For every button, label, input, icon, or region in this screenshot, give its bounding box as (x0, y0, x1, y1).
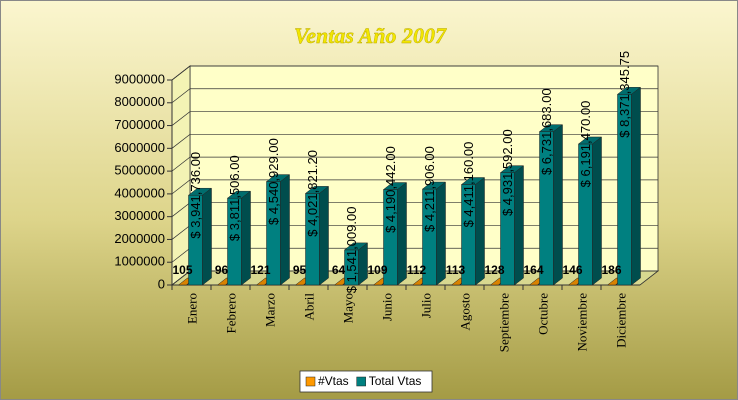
x-tick-label: Junio (379, 293, 394, 321)
bar (226, 190, 252, 286)
bar-side (436, 181, 446, 286)
y-tick-label: 3000000 (114, 208, 165, 223)
value-label: 146 (562, 263, 582, 277)
value-label: 164 (523, 263, 543, 277)
bar (382, 182, 408, 286)
bar-side (319, 185, 329, 286)
y-tick-label: 4000000 (114, 185, 165, 200)
value-label: 105 (172, 263, 192, 277)
x-tick-label: Noviembre (574, 293, 589, 352)
value-label: 64 (332, 263, 346, 277)
y-tick-label: 5000000 (114, 163, 165, 178)
grid-line (171, 133, 658, 149)
x-tick-label: Septiembre (496, 293, 511, 352)
value-label: $ 4,211,906.00 (422, 146, 437, 232)
x-tick-label: Julio (418, 293, 433, 318)
x-tick-label: Abril (301, 293, 316, 321)
bar-side (397, 182, 407, 286)
bar (616, 86, 642, 286)
x-tick-label: Mayo (340, 293, 355, 323)
bar-side (202, 187, 212, 286)
bar-side (592, 136, 602, 286)
value-label: $ 8,371,345.75 (617, 51, 632, 138)
value-label: $ 3,941,736.00 (188, 152, 203, 239)
x-tick-label: Diciembre (613, 293, 628, 348)
chart-title: Ventas Año 2007 (294, 23, 447, 48)
bar-side (514, 165, 524, 286)
grid-line (171, 111, 658, 126)
value-label: 96 (215, 263, 229, 277)
bar-side (280, 174, 290, 286)
grid-line (171, 65, 658, 81)
value-label: $ 4,540,929.00 (266, 138, 281, 225)
y-tick-label: 2000000 (114, 231, 165, 246)
value-label: $ 6,191,470.00 (578, 101, 593, 188)
bar (187, 187, 213, 286)
legend-label: Total Vtas (369, 374, 422, 388)
y-tick-label: 0 (158, 276, 165, 291)
x-tick-label: Octubre (535, 293, 550, 335)
value-label: 95 (293, 263, 307, 277)
legend-swatch (356, 376, 366, 387)
bar-side (241, 190, 251, 286)
bar-side (358, 242, 368, 286)
value-label: $ 3,811,506.00 (227, 155, 242, 241)
bar (499, 165, 525, 286)
bar (343, 242, 369, 286)
value-label: 121 (250, 263, 270, 277)
bar (538, 124, 564, 286)
value-label: $ 1,541,009.00 (344, 207, 359, 294)
bar (577, 136, 603, 286)
bar-side (475, 177, 485, 286)
grid-line (171, 156, 658, 172)
bar (421, 181, 447, 286)
value-label: $ 6,731,683.00 (539, 88, 554, 175)
value-label: 112 (407, 263, 427, 277)
legend: #Vtas Total Vtas (299, 370, 433, 393)
y-tick-label: 9000000 (114, 71, 165, 86)
bar-side (553, 124, 563, 286)
value-label: 186 (601, 263, 621, 277)
legend-box (299, 370, 433, 393)
x-tick-label: Enero (184, 293, 199, 324)
y-tick-label: 6000000 (114, 140, 165, 155)
x-tick-label: Agosto (457, 293, 472, 331)
value-label: 128 (484, 263, 504, 277)
legend-label: #Vtas (318, 374, 349, 388)
bar-side (631, 86, 641, 286)
bar (460, 177, 486, 286)
bar (304, 185, 330, 286)
y-tick-label: 1000000 (114, 254, 165, 269)
value-label: 113 (446, 263, 466, 277)
bar (265, 174, 291, 286)
value-label: $ 4,411,160.00 (461, 142, 476, 228)
x-tick-label: Febrero (223, 293, 238, 333)
value-label: $ 4,931,592.00 (500, 129, 515, 216)
value-label: 109 (367, 263, 387, 277)
y-tick-label: 8000000 (114, 94, 165, 109)
legend-swatch (305, 376, 316, 387)
value-label: $ 4,190,442.00 (383, 146, 398, 233)
y-tick-label: 7000000 (114, 117, 165, 132)
value-label: $ 4,021,821.20 (305, 150, 320, 237)
grid-line (171, 88, 658, 104)
x-tick-label: Marzo (262, 293, 277, 327)
